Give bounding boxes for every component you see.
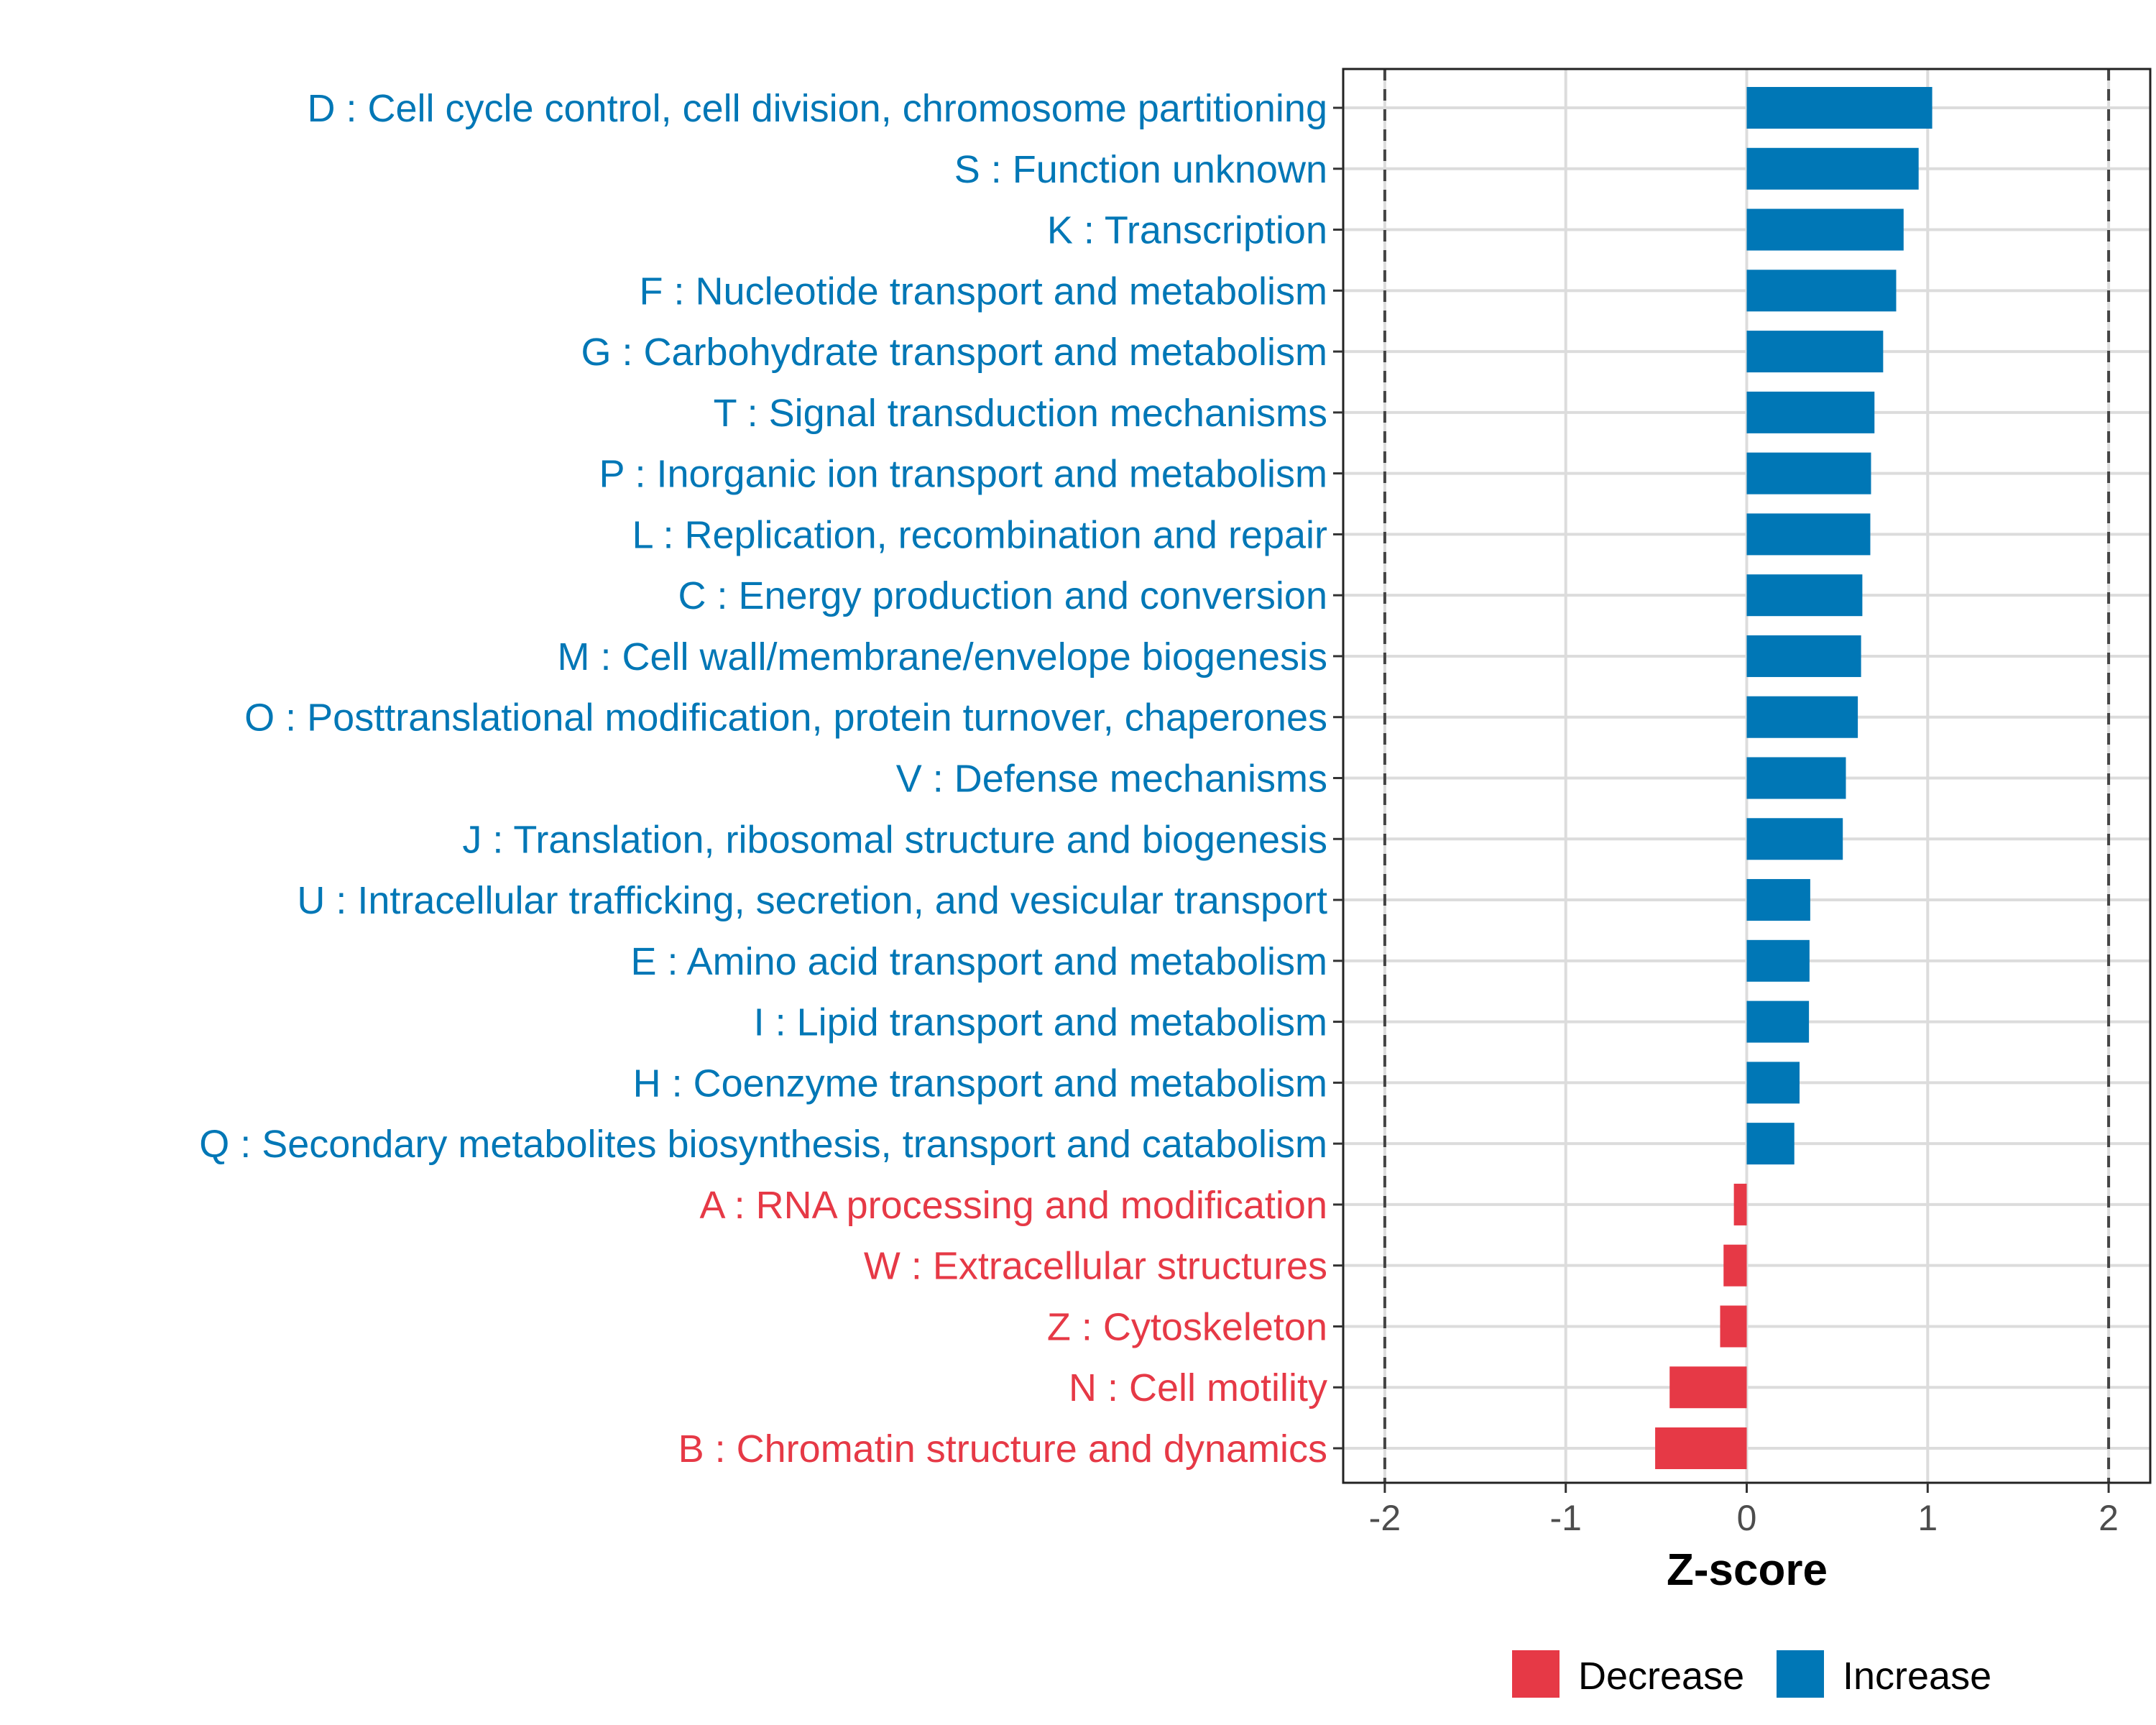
bar [1746,574,1863,617]
legend-key-decrease [1512,1650,1560,1698]
legend-label-decrease: Decrease [1578,1655,1744,1698]
y-tick-label: A : RNA processing and modification [700,1184,1327,1227]
y-tick-label: K : Transcription [1047,209,1327,252]
y-tick-label: S : Function unknown [954,148,1327,191]
bar [1746,1000,1810,1043]
bar [1723,1244,1747,1287]
bar [1746,1062,1800,1104]
legend-label-increase: Increase [1843,1655,1991,1698]
y-tick-label: W : Extracellular structures [864,1245,1327,1288]
y-tick-labels: D : Cell cycle control, cell division, c… [199,87,1343,1471]
bar [1746,331,1884,373]
y-tick-label: C : Energy production and conversion [678,574,1327,617]
y-tick-label: B : Chromatin structure and dynamics [678,1427,1327,1471]
bar [1746,939,1810,982]
y-tick-label: E : Amino acid transport and metabolism [631,940,1327,983]
y-tick-label: O : Posttranslational modification, prot… [244,696,1327,740]
y-tick-label: D : Cell cycle control, cell division, c… [307,87,1327,130]
bar [1733,1183,1747,1225]
bar [1746,270,1897,312]
bar [1746,696,1858,738]
bar [1746,208,1904,251]
bar [1746,513,1871,556]
y-tick-label: U : Intracellular trafficking, secretion… [297,879,1327,922]
y-tick-label: J : Translation, ribosomal structure and… [462,818,1327,861]
bar [1746,87,1932,129]
x-axis-title: Z-score [1667,1545,1828,1595]
bar [1746,452,1871,494]
legend-key-increase [1777,1650,1824,1698]
legend: Decrease Increase [1512,1650,1991,1698]
y-tick-label: N : Cell motility [1069,1366,1327,1409]
y-tick-label: L : Replication, recombination and repai… [632,513,1327,556]
y-tick-label: P : Inorganic ion transport and metaboli… [599,453,1327,496]
bar [1746,818,1843,860]
x-tick-labels: -2 -1 0 1 2 [1369,1483,2119,1538]
x-tick-label: 1 [1917,1498,1938,1538]
x-tick-label: 2 [2099,1498,2119,1538]
bar [1655,1427,1747,1469]
y-tick-label: G : Carbohydrate transport and metabolis… [581,331,1328,374]
y-tick-label: F : Nucleotide transport and metabolism [640,270,1327,313]
x-tick-label: 0 [1737,1498,1757,1538]
bar [1746,635,1861,677]
reference-lines [1383,69,2111,1483]
bar [1720,1305,1747,1348]
y-tick-label: Z : Cytoskeleton [1047,1305,1327,1348]
y-tick-label: M : Cell wall/membrane/envelope biogenes… [557,635,1327,678]
bar [1746,757,1846,799]
bar [1746,391,1875,433]
y-tick-label: T : Signal transduction mechanisms [714,392,1327,435]
bars [1655,87,1932,1469]
bar [1746,1123,1795,1165]
x-tick-label: -1 [1549,1498,1581,1538]
y-tick-label: H : Coenzyme transport and metabolism [633,1062,1327,1105]
y-tick-label: V : Defense mechanisms [896,758,1327,801]
x-tick-label: -2 [1369,1498,1401,1538]
bar [1669,1366,1747,1409]
bar [1746,879,1810,921]
y-tick-label: Q : Secondary metabolites biosynthesis, … [199,1123,1327,1166]
bar [1746,147,1919,190]
y-tick-label: I : Lipid transport and metabolism [754,1001,1327,1044]
